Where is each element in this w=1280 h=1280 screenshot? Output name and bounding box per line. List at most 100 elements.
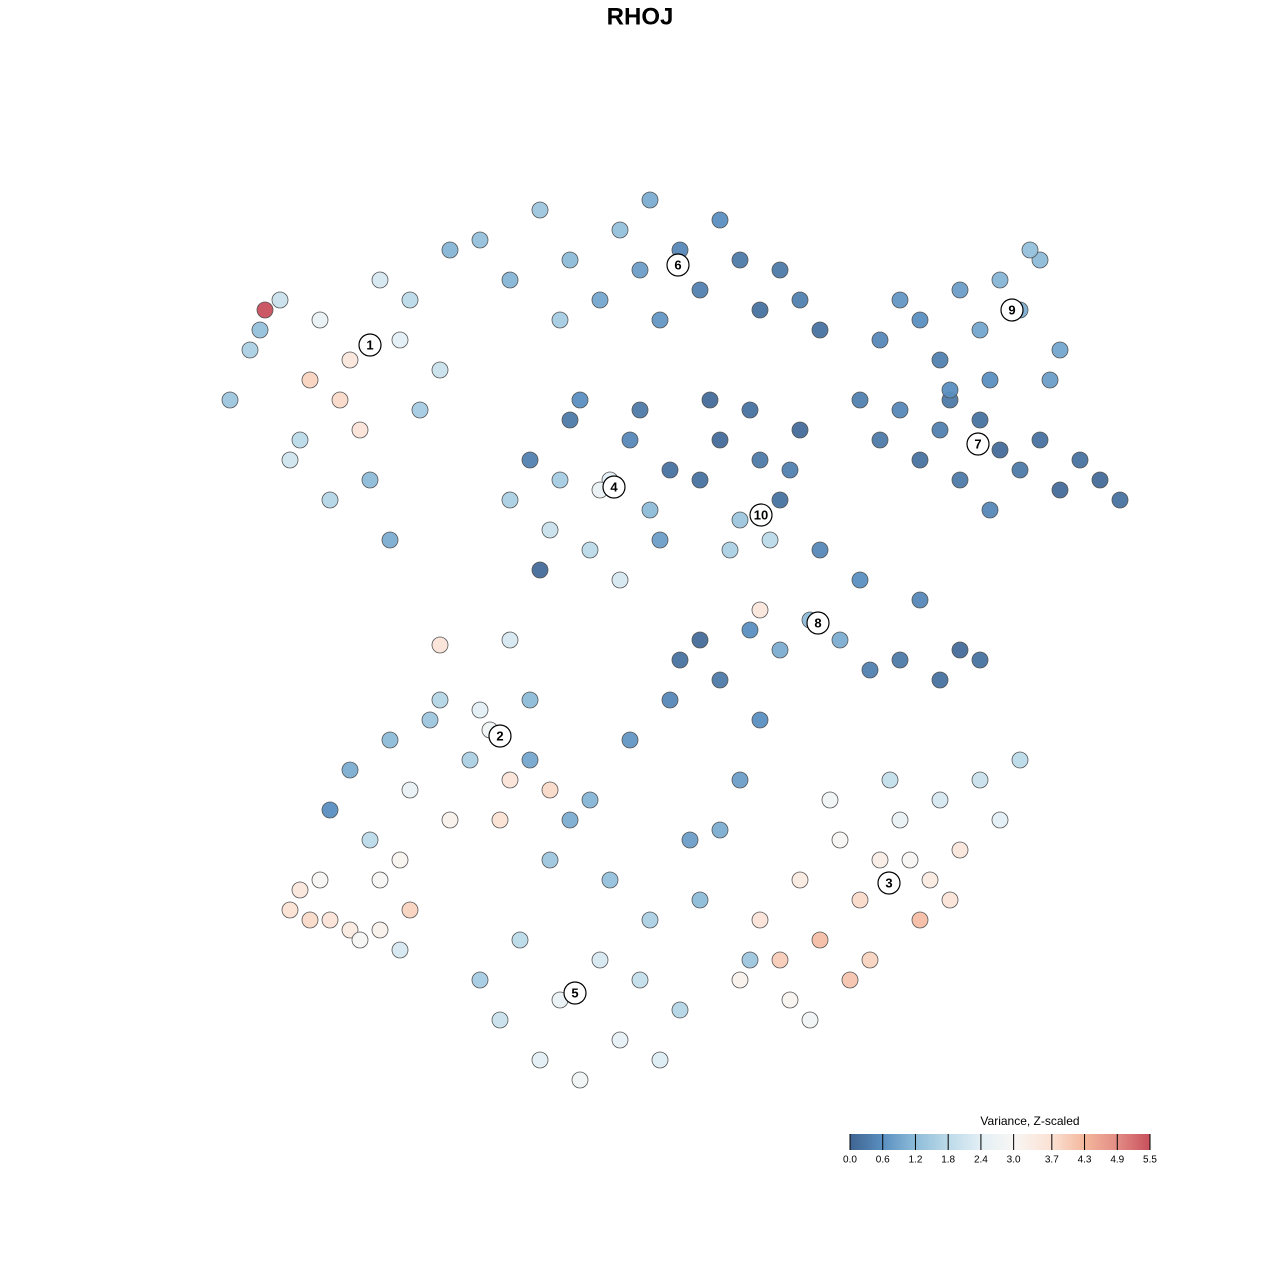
point (971, 321, 989, 339)
point (1041, 371, 1059, 389)
point (361, 831, 379, 849)
point (971, 411, 989, 429)
point (931, 791, 949, 809)
point (521, 451, 539, 469)
point (711, 211, 729, 229)
point (741, 621, 759, 639)
point (311, 871, 329, 889)
point (401, 781, 419, 799)
point (1011, 751, 1029, 769)
point (831, 631, 849, 649)
point (591, 291, 609, 309)
point (671, 1001, 689, 1019)
point (791, 871, 809, 889)
cluster-label: 6 (674, 257, 681, 272)
point (1051, 341, 1069, 359)
cluster-label: 2 (496, 728, 503, 743)
point (291, 431, 309, 449)
point (281, 451, 299, 469)
point (951, 471, 969, 489)
cluster-label: 1 (366, 337, 373, 352)
point (981, 371, 999, 389)
point (781, 461, 799, 479)
chart-title: RHOJ (607, 3, 674, 30)
point (661, 691, 679, 709)
colorbar-tick-label: 4.3 (1078, 1155, 1092, 1166)
cluster-labels: 1 2 3 4 5 6 7 8 9 10 (358, 253, 1024, 1005)
point (901, 851, 919, 869)
point (911, 911, 929, 929)
point (371, 871, 389, 889)
point (941, 891, 959, 909)
point (581, 541, 599, 559)
point (361, 471, 379, 489)
point (571, 391, 589, 409)
point (341, 921, 359, 939)
point (521, 751, 539, 769)
point (256, 301, 274, 319)
point (501, 271, 519, 289)
point (1071, 451, 1089, 469)
point (541, 781, 559, 799)
point (691, 471, 709, 489)
point (381, 531, 399, 549)
point (501, 491, 519, 509)
point (751, 601, 769, 619)
point (981, 501, 999, 519)
points (221, 191, 1129, 1089)
point (861, 951, 879, 969)
cluster-label-badge (1000, 298, 1024, 322)
point (321, 801, 339, 819)
point (771, 491, 789, 509)
cluster-label: 9 (1008, 302, 1015, 317)
point (731, 771, 749, 789)
point (721, 541, 739, 559)
point (591, 951, 609, 969)
point (1031, 431, 1049, 449)
point (1021, 241, 1039, 259)
point (1091, 471, 1109, 489)
point (391, 941, 409, 959)
point (421, 711, 439, 729)
point (541, 521, 559, 539)
cluster-label-badge (358, 333, 382, 357)
colorbar-tick-label: 4.9 (1110, 1155, 1124, 1166)
point (951, 281, 969, 299)
point (641, 911, 659, 929)
point (911, 451, 929, 469)
point (351, 931, 369, 949)
point (891, 651, 909, 669)
point (681, 831, 699, 849)
point (791, 421, 809, 439)
point (951, 841, 969, 859)
point (871, 331, 889, 349)
point (891, 401, 909, 419)
point (851, 891, 869, 909)
point (321, 911, 339, 929)
point (731, 511, 749, 529)
point (1031, 251, 1049, 269)
cluster-label-badge (602, 475, 626, 499)
point (341, 761, 359, 779)
cluster-label: 4 (610, 479, 618, 494)
point (771, 641, 789, 659)
point (931, 671, 949, 689)
point (621, 731, 639, 749)
point (1051, 481, 1069, 499)
point (811, 931, 829, 949)
point (621, 431, 639, 449)
point (741, 951, 759, 969)
point (1111, 491, 1129, 509)
point (831, 831, 849, 849)
point (921, 871, 939, 889)
point (871, 431, 889, 449)
point (431, 691, 449, 709)
cluster-label-badge (563, 981, 587, 1005)
point (241, 341, 259, 359)
point (391, 331, 409, 349)
cluster-label-badge (666, 253, 690, 277)
point (841, 971, 859, 989)
point (381, 731, 399, 749)
point (391, 851, 409, 869)
point (751, 711, 769, 729)
